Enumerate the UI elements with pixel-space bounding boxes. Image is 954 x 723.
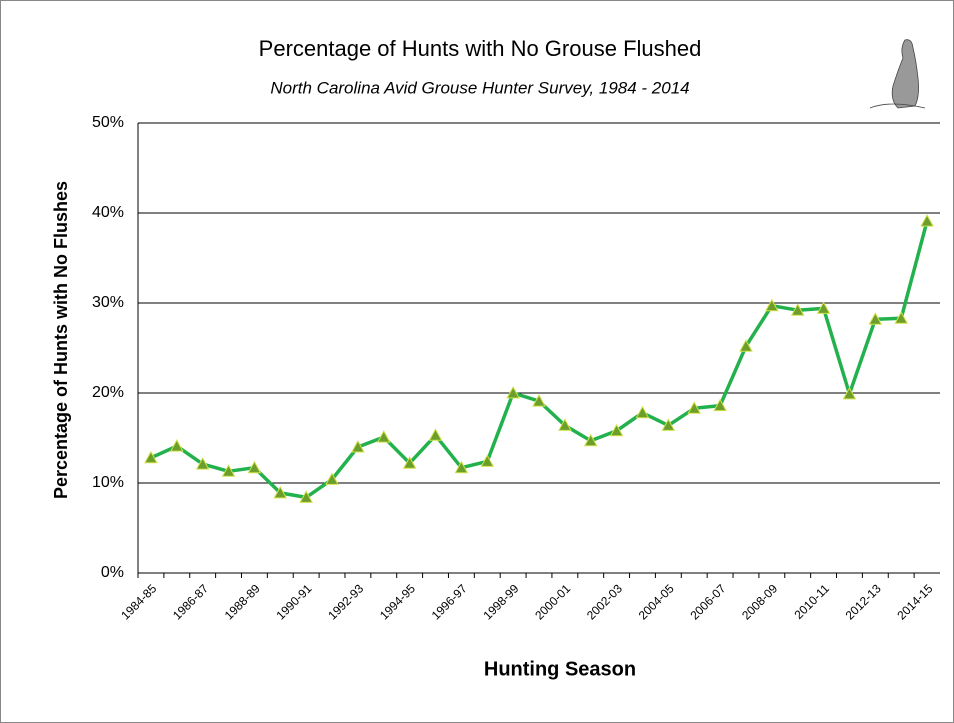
data-marker (247, 460, 262, 474)
data-marker (299, 490, 314, 503)
data-marker (583, 433, 598, 447)
data-marker (739, 339, 753, 352)
data-marker (816, 301, 831, 314)
data-marker (454, 460, 469, 474)
data-marker (428, 428, 443, 441)
data-marker (325, 472, 339, 485)
data-marker (558, 418, 572, 431)
data-marker (273, 485, 288, 499)
grouse-illustration (869, 39, 926, 109)
data-marker (195, 457, 210, 470)
data-marker (687, 401, 702, 414)
data-marker (609, 423, 624, 437)
y-axis-title: Percentage of Hunts with No Flushes (51, 181, 71, 499)
data-marker (480, 454, 495, 467)
data-marker (635, 405, 650, 419)
data-marker (144, 450, 158, 464)
y-tick-label: 30% (92, 294, 124, 311)
data-marker (351, 439, 365, 453)
y-tick-label: 40% (92, 204, 124, 221)
data-marker (532, 394, 546, 407)
data-marker (920, 214, 934, 227)
x-axis-title: Hunting Season (484, 658, 636, 680)
data-marker (169, 439, 184, 452)
y-tick-label: 10% (92, 474, 124, 491)
data-marker (376, 430, 391, 443)
data-marker (221, 464, 236, 477)
data-marker (790, 303, 805, 316)
data-marker (764, 298, 779, 312)
data-marker (894, 311, 909, 324)
data-marker (713, 398, 727, 412)
data-marker (842, 386, 857, 400)
data-marker (402, 456, 417, 469)
data-marker (506, 385, 520, 399)
data-marker (661, 418, 676, 431)
y-tick-label: 0% (101, 564, 124, 581)
data-marker (868, 312, 883, 325)
y-tick-label: 50% (92, 114, 124, 131)
y-tick-label: 20% (92, 384, 124, 401)
chart-title: Percentage of Hunts with No Grouse Flush… (259, 36, 702, 61)
chart-subtitle: North Carolina Avid Grouse Hunter Survey… (270, 78, 689, 97)
